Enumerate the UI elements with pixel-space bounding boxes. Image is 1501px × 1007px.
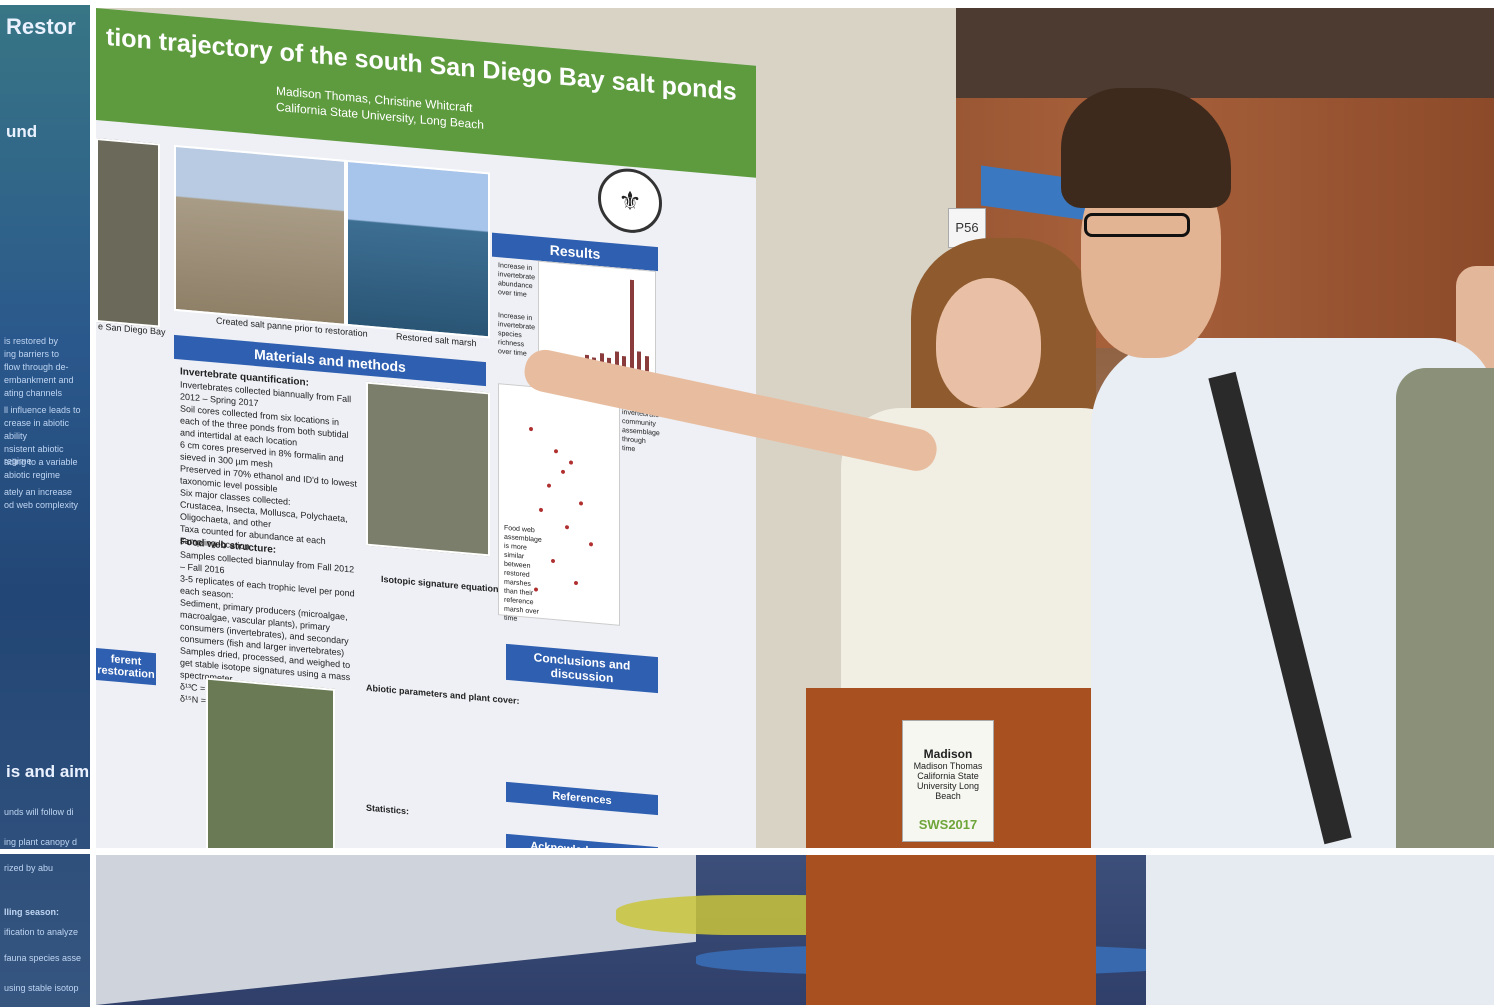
eyeglasses-icon xyxy=(1084,213,1190,237)
strip-text-7: crease in abiotic xyxy=(4,418,70,428)
badge-event: SWS2017 xyxy=(918,817,978,832)
strip-heading: Restor xyxy=(6,14,76,39)
salt-panne-photo xyxy=(174,144,346,326)
strip-text-3: flow through de- xyxy=(4,362,69,372)
attendee-shirt-lower xyxy=(1146,855,1494,1005)
poster-scatter-point xyxy=(589,542,593,547)
poster-scatter-point xyxy=(569,460,573,465)
abiotic-heading: Abiotic parameters and plant cover: xyxy=(366,682,520,707)
badge-org: California State University Long Beach xyxy=(916,771,980,801)
poster-scatter-point xyxy=(554,449,558,454)
strip-text-6: ll influence leads to xyxy=(4,405,81,415)
vertical-divider xyxy=(90,0,96,1007)
food-item-2: 3-5 replicates of each trophic level per… xyxy=(180,573,355,601)
strip-text-8: ability xyxy=(4,431,28,441)
strip-text-11: abiotic regime xyxy=(4,470,61,480)
strip-text-12: ately an increase xyxy=(4,487,73,497)
strip-text-20: using stable isotop xyxy=(4,983,79,993)
conclusions-bar: Conclusions and discussion xyxy=(506,643,658,694)
middle-divider xyxy=(0,849,1501,854)
poster-scatter-point xyxy=(529,426,533,432)
strip-text-9: nsistent abiotic regime xyxy=(4,444,64,466)
lower-photo-strip xyxy=(96,855,1494,1005)
food-web-side-note: Food web assemblage is more similar betw… xyxy=(504,524,542,623)
aerial-photo-left xyxy=(96,138,160,328)
main-photo: tion trajectory of the south San Diego B… xyxy=(96,8,1494,848)
poster-scatter-point xyxy=(565,525,569,530)
presenter-skirt-lower xyxy=(806,855,1096,1005)
attendee-backpack xyxy=(1396,368,1494,848)
vegetation-map xyxy=(206,677,335,848)
research-poster: tion trajectory of the south San Diego B… xyxy=(96,8,756,848)
university-seal-icon: ⚜ xyxy=(598,165,662,236)
strip-text-13: od web complexity xyxy=(4,500,79,510)
acknowledgements-bar: Acknowledgements xyxy=(506,833,658,848)
strip-text-5: ating channels xyxy=(4,388,63,398)
strip-text-16: rized by abu xyxy=(4,863,54,873)
badge-fullname: Madison Thomas xyxy=(913,761,983,771)
results-bullet-1: Increase in invertebrate abundance over … xyxy=(498,262,535,299)
badge-name: Madison xyxy=(923,747,973,761)
poster-scatter-point xyxy=(547,483,551,488)
strip-text-18: ification to analyze xyxy=(4,927,79,937)
poster-scatter-point xyxy=(574,580,578,586)
references-bar: References xyxy=(506,781,658,816)
poster-chart-bar xyxy=(637,351,641,371)
salt-marsh-photo xyxy=(346,159,490,339)
strip-text-15: ing plant canopy d xyxy=(4,837,78,847)
invertebrate-text: Invertebrate quantification: Invertebrat… xyxy=(180,365,360,562)
strip-section-background: und xyxy=(6,122,38,141)
poster-scatter-point xyxy=(539,507,543,513)
strip-text-2: ing barriers to xyxy=(4,349,60,359)
strip-text-10: ading to a variable xyxy=(4,457,78,467)
study-site-aerial-map xyxy=(366,381,490,557)
strip-text-19: fauna species asse xyxy=(4,953,82,963)
strip-section-aims: is and aim xyxy=(6,762,90,781)
strip-text-4: embankment and xyxy=(4,375,74,385)
strip-text-17: lling season: xyxy=(4,907,60,917)
statistics-heading: Statistics: xyxy=(366,802,410,817)
strip-text-14: unds will follow di xyxy=(4,807,74,817)
name-badge: Madison Madison Thomas California State … xyxy=(902,720,994,842)
isotopic-heading: Isotopic signature equations: xyxy=(381,573,507,595)
poster-lower-section xyxy=(96,855,696,1005)
poster-scatter-point xyxy=(579,501,583,506)
strip-text-1: is restored by xyxy=(4,336,59,346)
left-photo-strip: Restor und is restored by ing barriers t… xyxy=(0,0,90,1007)
poster-chart-bar xyxy=(644,355,649,372)
presenter-face xyxy=(936,278,1041,408)
top-divider xyxy=(0,0,1501,5)
poster-chart-bar xyxy=(629,279,634,371)
attendee-hair xyxy=(1061,88,1231,208)
poster-scatter-point xyxy=(561,469,565,475)
poster-scatter-point xyxy=(551,558,555,564)
restoration-bar: ferent restoration xyxy=(96,648,156,686)
results-bullet-2: Increase in invertebrate species richnes… xyxy=(498,312,535,358)
